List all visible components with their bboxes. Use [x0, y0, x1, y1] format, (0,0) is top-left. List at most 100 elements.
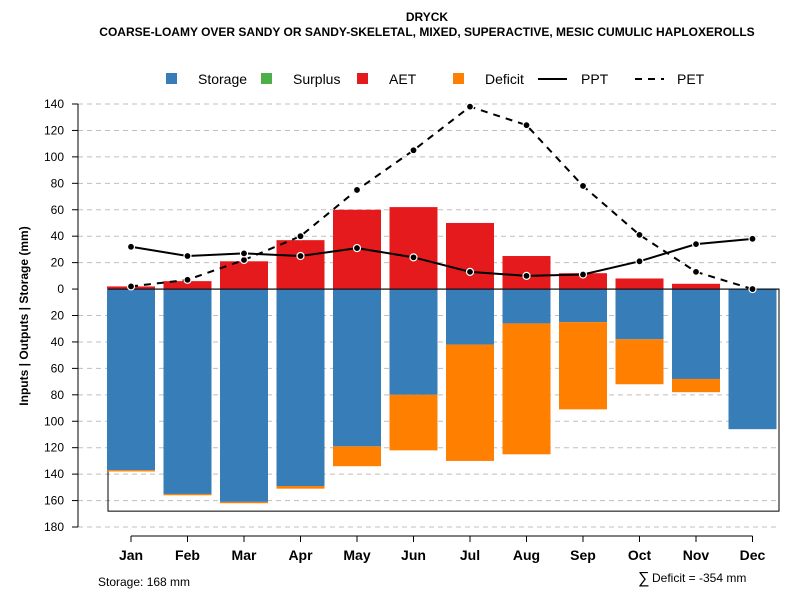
x-tick-label: Apr — [288, 547, 313, 563]
ppt-line-point — [126, 242, 136, 251]
ppt-line-point — [296, 251, 305, 261]
ppt-line-point — [691, 240, 701, 249]
deficit-bar — [672, 378, 720, 393]
y-tick-label: 0 — [57, 282, 64, 296]
y-tick-label: 140 — [44, 467, 64, 481]
pet-line-point — [239, 255, 249, 265]
bars — [107, 207, 777, 504]
y-tick-label: 60 — [51, 361, 65, 375]
storage-bar — [220, 289, 268, 502]
ppt-line-point — [635, 257, 644, 266]
chart-subtitle: COARSE-LOAMY OVER SANDY OR SANDY-SKELETA… — [99, 25, 754, 39]
chart-title: DRYCK — [406, 10, 449, 24]
y-tick-label: 120 — [44, 441, 64, 455]
aet-bar — [446, 222, 494, 290]
pet-line-point — [578, 181, 588, 191]
y-tick-label: 20 — [51, 256, 65, 270]
x-tick-label: Jul — [460, 547, 480, 563]
legend-label-aet: AET — [389, 71, 417, 87]
x-tick-label: Jan — [119, 547, 143, 563]
deficit-bar — [276, 486, 325, 489]
pet-line-point — [126, 282, 136, 291]
legend-swatch-storage — [166, 73, 177, 84]
ppt-line-point — [748, 234, 757, 243]
y-tick-label: 100 — [44, 150, 64, 164]
ppt-line — [130, 237, 753, 277]
legend-swatch-surplus — [261, 73, 272, 84]
x-tick-label: Dec — [740, 547, 766, 563]
y-tick-label: 40 — [51, 229, 65, 243]
y-tick-label: 20 — [51, 309, 65, 323]
ppt-line-point — [465, 267, 475, 276]
legend-label-storage: Storage — [198, 71, 247, 87]
aet-bar — [672, 283, 720, 290]
pet-line-point — [352, 185, 362, 195]
x-tick-label: Nov — [683, 547, 710, 563]
aet-bar — [220, 261, 268, 290]
y-tick-label: 120 — [44, 123, 64, 137]
deficit-note: Deficit = -354 mm — [652, 571, 746, 585]
y-tick-label: 160 — [44, 494, 64, 508]
deficit-bar — [559, 322, 607, 410]
pet-line-point — [409, 146, 418, 155]
x-tick-label: Feb — [175, 547, 200, 563]
legend-swatch-deficit — [453, 73, 464, 84]
legend-label-ppt: PPT — [581, 71, 609, 87]
pet-line-point — [748, 284, 757, 294]
sum-icon: ∑ — [638, 570, 649, 587]
y-tick-label: 80 — [51, 176, 65, 190]
storage-bar — [276, 289, 325, 487]
ppt-line-point — [522, 271, 531, 280]
storage-bar — [615, 289, 664, 340]
deficit-bar — [163, 493, 212, 496]
pet-line-point — [465, 102, 475, 111]
aet-bar — [276, 240, 325, 290]
legend-label-deficit: Deficit — [485, 71, 524, 87]
x-tick-label: Oct — [628, 547, 652, 563]
deficit-bar — [107, 470, 155, 472]
pet-line-point — [522, 121, 531, 130]
lines — [130, 105, 753, 291]
x-tick-label: Sep — [570, 547, 596, 563]
storage-bar — [559, 289, 607, 323]
pet-line-point — [691, 267, 701, 276]
storage-bar — [502, 289, 551, 324]
storage-bar — [446, 289, 494, 345]
pet-line — [130, 105, 753, 291]
storage-bar — [107, 289, 155, 471]
storage-bar — [672, 289, 720, 379]
storage-note: Storage: 168 mm — [98, 575, 190, 589]
points — [126, 102, 757, 294]
legend-label-pet: PET — [677, 71, 705, 87]
x-tick-label: May — [343, 547, 370, 563]
y-tick-label: 100 — [44, 414, 64, 428]
legend: Storage Surplus AET Deficit PPT PET — [166, 71, 705, 87]
storage-bar — [389, 289, 438, 395]
deficit-bar — [502, 323, 551, 455]
y-axis-label: Inputs | Outputs | Storage (mm) — [17, 226, 31, 405]
legend-label-surplus: Surplus — [293, 71, 340, 87]
legend-swatch-aet — [357, 73, 368, 84]
aet-bar — [615, 278, 664, 290]
deficit-bar — [220, 501, 268, 504]
ppt-line-point — [239, 249, 249, 258]
ppt-line-point — [578, 270, 588, 279]
pet-line-point — [635, 230, 644, 239]
y-tick-label: 60 — [51, 203, 65, 217]
ppt-line-point — [183, 251, 192, 261]
x-tick-label: Jun — [401, 547, 426, 563]
y-tick-label: 180 — [44, 520, 64, 534]
aet-bar — [163, 281, 212, 290]
ppt-line-point — [352, 243, 362, 253]
deficit-bar — [389, 394, 438, 451]
pet-line-point — [183, 275, 192, 284]
y-tick-label: 140 — [44, 97, 64, 111]
ppt-line-point — [409, 253, 418, 262]
deficit-bar — [446, 344, 494, 461]
y-axis: 140 120 100 80 60 40 20 0 20 40 60 80 100 120 140 160 18… — [44, 97, 79, 534]
x-tick-label: Aug — [513, 547, 540, 563]
aet-bar — [389, 207, 438, 290]
deficit-bar — [333, 446, 381, 467]
storage-bar — [333, 289, 381, 447]
